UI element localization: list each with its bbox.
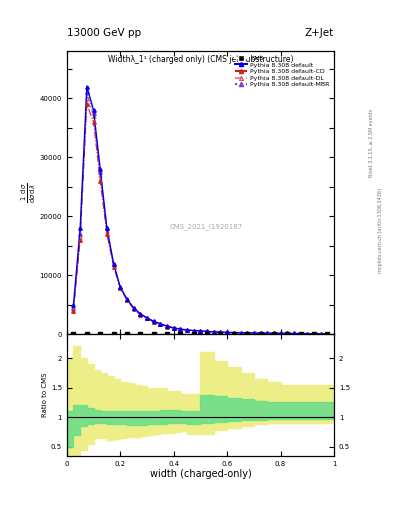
Text: CMS_2021_I1920187: CMS_2021_I1920187 (169, 223, 242, 230)
Text: 13000 GeV pp: 13000 GeV pp (67, 28, 141, 38)
Text: mcplots.cern.ch [arXiv:1306.3436]: mcplots.cern.ch [arXiv:1306.3436] (378, 188, 383, 273)
Text: Rivet 3.1.10, ≥ 2.5M events: Rivet 3.1.10, ≥ 2.5M events (369, 109, 374, 178)
Text: Widthλ_1¹ (charged only) (CMS jet substructure): Widthλ_1¹ (charged only) (CMS jet substr… (108, 55, 293, 65)
Y-axis label: $\frac{1}{\mathrm{d}\sigma}\frac{\mathrm{d}\sigma}{\mathrm{d}\lambda}$: $\frac{1}{\mathrm{d}\sigma}\frac{\mathrm… (20, 182, 38, 203)
X-axis label: width (charged-only): width (charged-only) (150, 470, 251, 479)
Legend: CMS, Pythia 8.308 default, Pythia 8.308 default-CD, Pythia 8.308 default-DL, Pyt: CMS, Pythia 8.308 default, Pythia 8.308 … (233, 54, 331, 89)
Y-axis label: Ratio to CMS: Ratio to CMS (42, 373, 48, 417)
Text: Z+Jet: Z+Jet (305, 28, 334, 38)
